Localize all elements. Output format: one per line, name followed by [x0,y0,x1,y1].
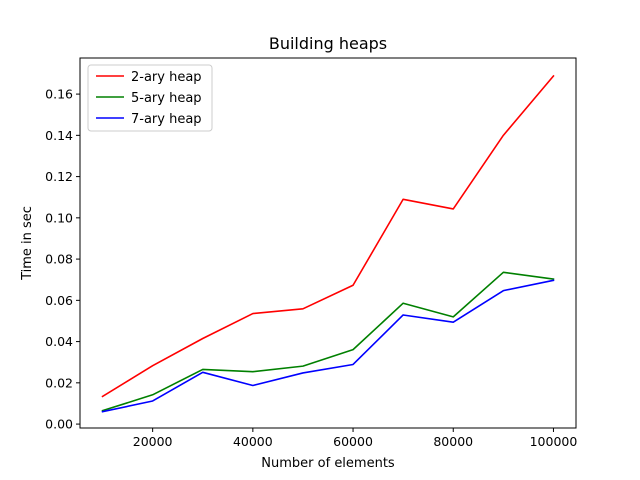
y-tick-label: 0.08 [45,252,73,267]
ticks-layer: 20000 40000 60000 80000 100000 0.00 0.02 0.04 0.… [45,87,577,449]
y-axis-label: Time in sec [20,206,35,281]
x-tick-label: 20000 [133,434,173,449]
y-tick-label: 0.10 [45,210,73,225]
y-tick-label: 0.02 [45,375,73,390]
x-tick-label: 80000 [433,434,473,449]
legend-label-7ary: 7-ary heap [131,112,202,127]
y-tick-label: 0.06 [45,293,73,308]
y-tick-label: 0.16 [45,87,73,102]
legend-box [87,64,213,132]
x-tick-label: 60000 [333,434,373,449]
series-line-2-ary-heap [101,74,555,398]
legend: 2-ary heap 5-ary heap 7-ary heap [87,64,213,132]
plot-frame [79,57,577,429]
y-tick-label: 0.12 [45,169,73,184]
y-tick-label: 0.00 [45,417,73,432]
legend-label-5ary: 5-ary heap [131,91,202,106]
legend-label-2ary: 2-ary heap [131,70,202,85]
x-tick-label: 40000 [233,434,273,449]
y-tick-label: 0.04 [45,334,73,349]
series-layer [101,74,555,413]
series-line-5-ary-heap [101,271,555,412]
y-tick-label: 0.14 [45,128,73,143]
chart-title: Building heaps [269,34,387,53]
x-tick-label: 100000 [530,434,578,449]
x-axis-label: Number of elements [261,456,395,471]
series-line-7-ary-heap [101,279,555,413]
